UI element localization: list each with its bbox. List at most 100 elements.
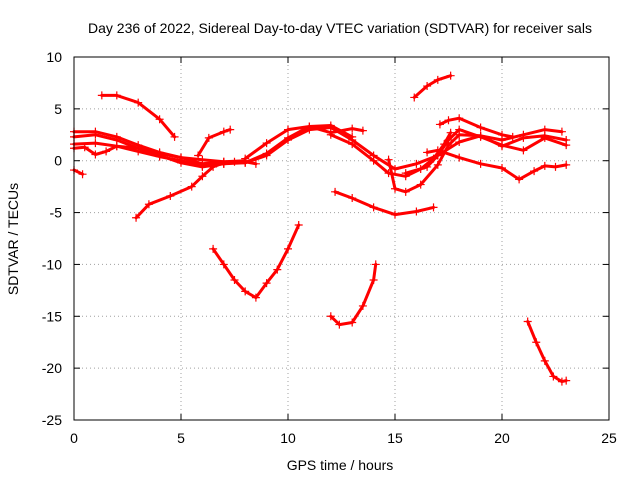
data-point	[230, 275, 239, 284]
data-point	[562, 141, 571, 150]
data-point	[219, 158, 228, 167]
data-point	[91, 139, 100, 148]
series-s16	[410, 71, 455, 102]
data-point	[262, 139, 271, 148]
data-point	[446, 71, 455, 80]
data-point	[401, 187, 410, 196]
series-line	[425, 148, 568, 181]
series-line	[134, 160, 236, 220]
data-point	[331, 187, 340, 196]
data-point	[562, 376, 571, 385]
data-point	[498, 163, 506, 172]
x-tick-label: 10	[280, 430, 296, 446]
series-s5	[70, 166, 87, 179]
y-tick-label: 5	[54, 101, 62, 117]
data-point	[262, 279, 271, 288]
data-point	[557, 377, 566, 386]
data-point	[198, 155, 207, 164]
data-point	[102, 147, 111, 156]
data-point	[78, 170, 87, 179]
data-point	[476, 159, 485, 168]
data-point	[444, 135, 453, 144]
x-tick-label: 5	[177, 430, 185, 446]
series-line	[526, 320, 568, 384]
data-point	[348, 318, 357, 327]
data-point	[369, 203, 378, 212]
data-point	[91, 150, 100, 159]
data-point	[519, 130, 528, 139]
data-point	[326, 312, 335, 321]
data-point	[155, 115, 164, 124]
y-axis-label: SDTVAR / TECUs	[5, 183, 21, 295]
data-point	[294, 221, 303, 230]
data-point	[557, 127, 566, 136]
series-line	[329, 262, 378, 327]
data-point	[433, 146, 442, 155]
data-point	[433, 75, 442, 84]
grid-layer	[74, 57, 609, 420]
data-point	[435, 120, 444, 129]
data-point	[530, 167, 539, 176]
data-point	[549, 372, 558, 381]
series-line	[404, 128, 568, 175]
series-line	[211, 223, 301, 300]
data-point	[348, 124, 357, 133]
data-point	[348, 194, 357, 203]
series-s6	[97, 91, 179, 141]
data-point	[532, 338, 541, 347]
data-point	[551, 162, 560, 171]
data-point	[369, 275, 378, 284]
data-point	[335, 320, 344, 329]
data-point	[508, 132, 517, 141]
y-tick-label: 0	[54, 153, 62, 169]
data-point	[97, 91, 106, 100]
data-point	[412, 207, 421, 216]
y-tick-label: -5	[50, 205, 63, 221]
x-tick-label: 15	[387, 430, 403, 446]
data-point	[540, 125, 549, 134]
series-s8	[194, 125, 235, 160]
series-s15	[401, 125, 571, 178]
data-point	[384, 155, 393, 164]
x-axis-label: GPS time / hours	[287, 457, 394, 473]
data-point	[519, 146, 528, 155]
x-tick-label: 0	[70, 430, 78, 446]
data-point	[166, 191, 175, 200]
data-point	[401, 169, 410, 178]
data-point	[204, 133, 213, 142]
series-layer	[70, 71, 571, 386]
data-point	[241, 287, 250, 296]
data-point	[226, 125, 235, 134]
data-point	[455, 125, 464, 134]
y-tick-label: -20	[42, 360, 62, 376]
data-point	[170, 132, 179, 141]
data-point	[423, 82, 432, 91]
data-point	[412, 159, 421, 168]
data-point	[371, 260, 380, 269]
data-point	[177, 153, 185, 162]
chart-title: Day 236 of 2022, Sidereal Day-to-day VTE…	[88, 20, 592, 36]
data-point	[455, 114, 464, 123]
data-point	[416, 180, 425, 189]
data-point	[429, 203, 438, 212]
data-point	[134, 98, 143, 107]
data-point	[358, 126, 367, 135]
data-point	[187, 182, 196, 191]
y-tick-label: 10	[46, 49, 62, 65]
data-point	[112, 142, 121, 151]
data-point	[273, 265, 282, 274]
y-tick-label: -10	[42, 256, 62, 272]
data-point	[540, 133, 549, 142]
series-s13	[326, 260, 380, 329]
data-point	[194, 151, 203, 160]
series-line	[196, 128, 232, 157]
data-point	[391, 210, 399, 219]
data-point	[523, 317, 532, 326]
data-point	[219, 260, 228, 269]
series-s17	[435, 114, 517, 141]
data-point	[562, 160, 571, 169]
data-point	[423, 162, 432, 171]
data-point	[112, 91, 121, 100]
data-point	[348, 140, 357, 149]
